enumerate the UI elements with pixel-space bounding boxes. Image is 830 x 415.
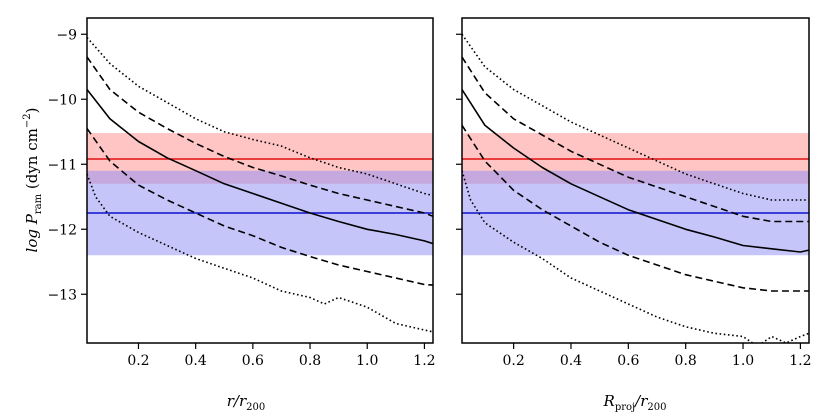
left-y-tick-label: −9 — [56, 27, 77, 43]
right-upper-dashed-line — [462, 56, 809, 223]
right-axes-frame — [461, 17, 810, 344]
left-plot-area — [87, 36, 433, 333]
left-y-tick-label: −11 — [47, 157, 77, 173]
right-plot-area — [462, 33, 809, 343]
y-axis-label: log Pram (dyn cm−2) — [22, 108, 44, 253]
left-x-tick-label: 0.6 — [242, 353, 264, 369]
right-x-axis-label-sub1: proj — [615, 402, 635, 413]
left-axes-frame — [86, 17, 434, 344]
right-x-axis-label-sub2: 200 — [647, 402, 666, 413]
right-upper-dotted-line — [462, 33, 809, 201]
left-median-solid-line — [87, 89, 433, 245]
right-panel: 0.2 0.4 0.6 0.8 1.0 1.2 — [456, 17, 812, 369]
left-upper-dotted-line — [87, 36, 433, 197]
right-x-tick-label: 1.0 — [732, 353, 754, 369]
y-axis-label-main: log P — [23, 213, 41, 252]
right-x-axis-label-mid: /r — [633, 392, 648, 410]
y-axis-label-sub: ram — [33, 193, 44, 214]
left-lower-dashed-line — [87, 128, 433, 286]
svg-text:Rproj/r200: Rproj/r200 — [603, 392, 667, 413]
left-y-tick-label: −10 — [47, 92, 77, 108]
svg-text:r/r200: r/r200 — [227, 392, 266, 413]
left-x-tick-label: 0.8 — [299, 353, 321, 369]
left-panel: 0.2 0.4 0.6 0.8 1.0 1.2 −9 −10 −11 −12 −13 — [47, 17, 436, 369]
left-x-axis-label: r/r200 — [227, 392, 266, 413]
left-x-tick-label: 0.4 — [185, 353, 207, 369]
right-lower-dotted-line — [462, 170, 809, 343]
right-x-axis-label-main: R — [603, 392, 615, 410]
right-x-tick-label: 0.2 — [502, 353, 524, 369]
left-x-tick-label: 1.0 — [356, 353, 378, 369]
right-lower-dashed-line — [462, 124, 809, 292]
right-x-tick-label: 1.2 — [789, 353, 811, 369]
left-x-tick-label: 1.2 — [413, 353, 435, 369]
left-x-tick-label: 0.2 — [127, 353, 149, 369]
y-axis-label-unit-post: ) — [23, 108, 41, 114]
y-axis-label-unit-sup: −2 — [22, 113, 33, 128]
right-x-tick-label: 0.6 — [617, 353, 639, 369]
right-x-axis-label: Rproj/r200 — [603, 392, 667, 413]
y-axis-label-unit: (dyn cm — [23, 128, 41, 194]
svg-text:log Pram (dyn cm−2): log Pram (dyn cm−2) — [22, 108, 44, 253]
left-upper-dashed-line — [87, 56, 433, 218]
left-y-tick-label: −12 — [47, 222, 77, 238]
right-x-tick-label: 0.8 — [675, 353, 697, 369]
left-x-axis-label-main: r/r — [227, 392, 247, 410]
right-x-tick-label: 0.4 — [560, 353, 582, 369]
right-median-solid-line — [462, 89, 809, 253]
left-y-tick-label: −13 — [47, 287, 77, 303]
left-x-axis-label-sub: 200 — [246, 402, 265, 413]
